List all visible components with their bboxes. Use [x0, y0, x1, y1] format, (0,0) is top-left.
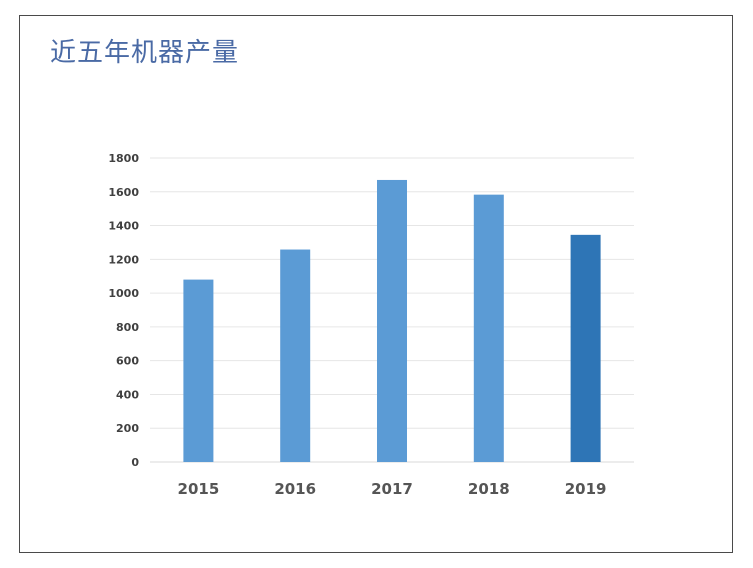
bar-2016 [280, 249, 311, 462]
x-tick-label: 2017 [371, 480, 413, 498]
bar-2019 [570, 234, 601, 462]
y-tick-label: 1200 [108, 253, 139, 266]
y-tick-label: 1000 [108, 287, 139, 300]
page-title: 近五年机器产量 [50, 38, 240, 68]
y-tick-label: 1800 [108, 152, 139, 165]
bars [183, 179, 601, 462]
y-tick-label: 0 [131, 456, 139, 469]
y-tick-label: 200 [116, 422, 139, 435]
y-tick-label: 600 [116, 355, 139, 368]
x-tick-label: 2019 [565, 480, 607, 498]
bar-2018 [473, 194, 504, 462]
x-tick-label: 2018 [468, 480, 510, 498]
slide-frame: 近五年机器产量 [19, 15, 733, 553]
bar-2017 [377, 179, 407, 462]
x-axis-labels: 2015 2016 2017 2018 2019 [178, 480, 607, 498]
x-tick-label: 2015 [178, 480, 220, 498]
y-tick-label: 1400 [108, 220, 139, 233]
y-axis-ticks: 0 200 400 600 800 1000 1200 1400 1600 1800 [108, 152, 139, 469]
bar-2015 [183, 279, 214, 462]
y-tick-label: 1600 [108, 186, 139, 199]
y-tick-label: 800 [116, 321, 139, 334]
y-tick-label: 400 [116, 388, 139, 401]
x-tick-label: 2016 [274, 480, 316, 498]
